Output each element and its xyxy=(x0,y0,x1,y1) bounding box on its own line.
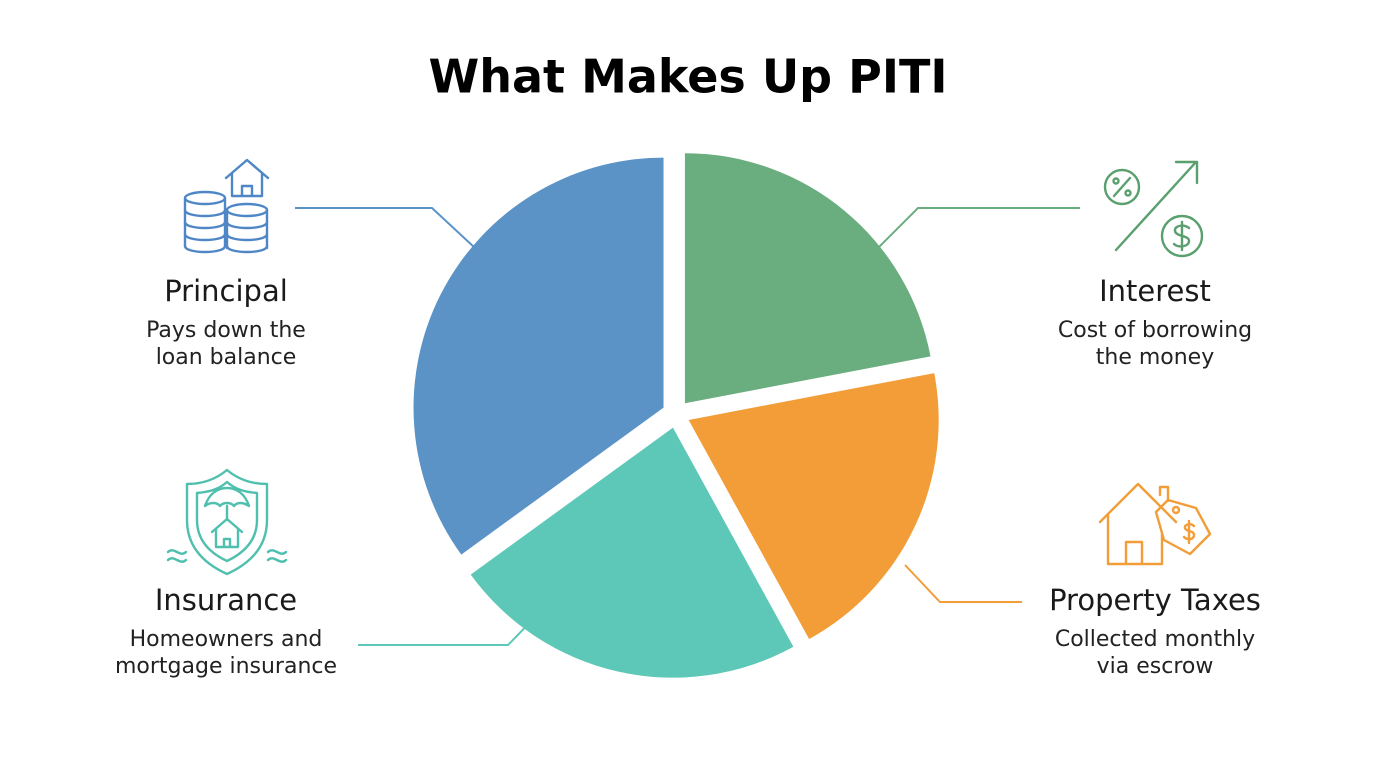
slice-description: Homeowners and xyxy=(130,627,323,652)
chart-title: What Makes Up PITI xyxy=(429,50,948,104)
slice-description: Cost of borrowing xyxy=(1058,318,1252,343)
slice-label: Principal xyxy=(164,274,288,308)
pie-slice xyxy=(684,153,931,404)
slice-description: loan balance xyxy=(156,345,297,370)
slice-description: Collected monthly xyxy=(1055,627,1255,652)
slice-label: Interest xyxy=(1099,274,1211,308)
pie-slice xyxy=(688,373,939,640)
principal-icon xyxy=(183,158,270,254)
slice-description: via escrow xyxy=(1097,654,1214,679)
slice-label: Property Taxes xyxy=(1049,583,1261,617)
leader-line xyxy=(875,207,1080,251)
slice-description: Pays down the xyxy=(146,318,306,343)
slice-description: the money xyxy=(1096,345,1215,370)
property-tax-icon xyxy=(1098,482,1212,566)
slice-label: Insurance xyxy=(155,583,297,617)
insurance-icon xyxy=(166,468,288,576)
leader-line xyxy=(295,207,476,249)
interest-icon xyxy=(1103,160,1204,258)
pie-slice xyxy=(413,157,664,555)
slice-description: mortgage insurance xyxy=(115,654,337,679)
pie-slice xyxy=(470,427,794,678)
leader-line xyxy=(904,564,1022,603)
